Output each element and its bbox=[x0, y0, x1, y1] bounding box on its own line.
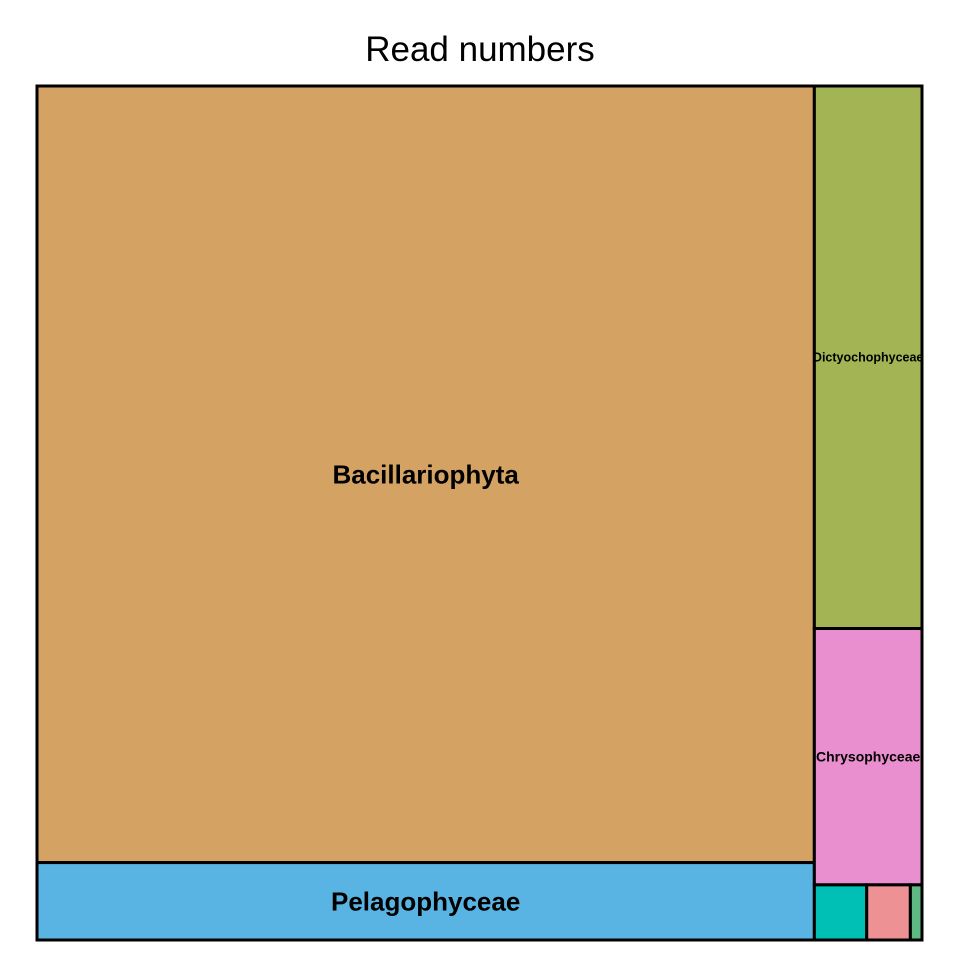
treemap-label-0: Bacillariophyta bbox=[332, 459, 519, 489]
treemap-cell-5 bbox=[865, 883, 912, 942]
treemap-cell-6 bbox=[908, 883, 924, 942]
treemap-cell-4 bbox=[812, 883, 869, 942]
treemap-cell-1 bbox=[35, 861, 816, 942]
treemap-label-2: Dictyochophyceae bbox=[813, 350, 924, 364]
treemap-cell-0 bbox=[35, 84, 816, 865]
treemap-label-1: Pelagophyceae bbox=[331, 886, 520, 916]
treemap-label-3: Chrysophyceae bbox=[816, 749, 920, 765]
treemap-cell-2 bbox=[812, 84, 924, 631]
chart-title: Read numbers bbox=[365, 30, 595, 69]
